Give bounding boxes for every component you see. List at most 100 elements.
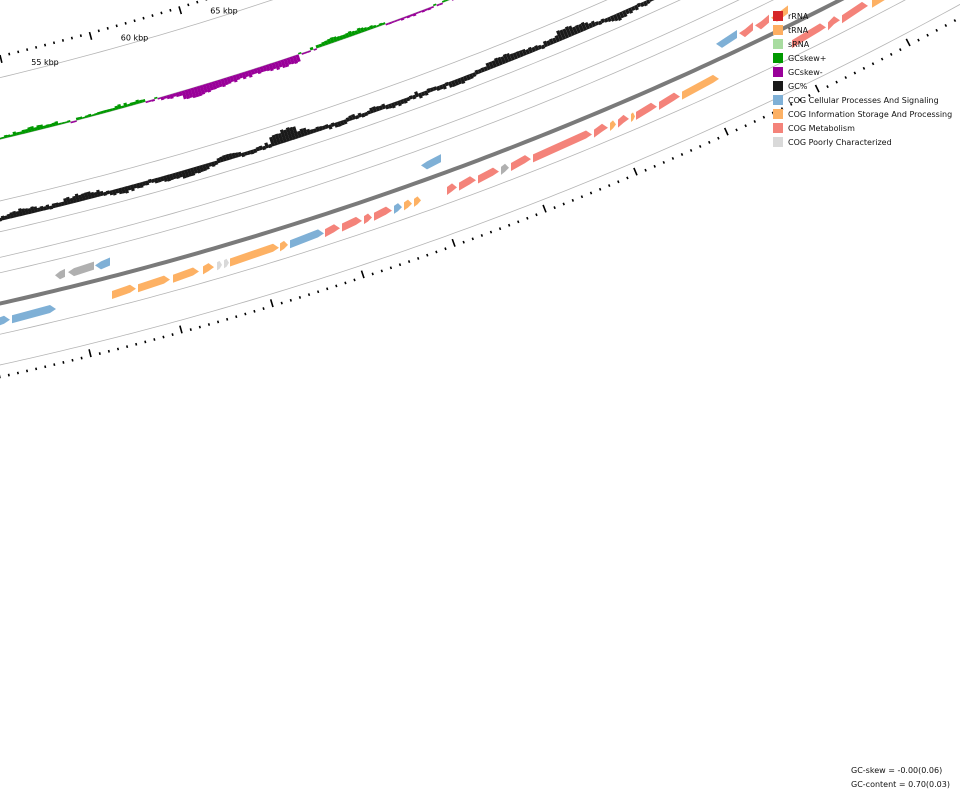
gc-skew-negative-bar [388,21,393,25]
track-line [0,3,960,366]
gc-skew-negative-bar [436,3,441,7]
ruler-tick [17,50,20,54]
gc-skew-positive-bar [105,109,110,113]
ruler-tick [80,356,83,360]
gc-content-bar [163,175,168,182]
cog-feature-arrow [364,213,372,225]
gc-content-bar [18,208,23,217]
gc-skew-negative-bar [391,20,396,24]
gc-skew-negative-bar [151,99,156,102]
gc-content-bar [572,26,579,35]
ruler-tick [723,127,729,136]
ruler-tick [205,0,208,1]
gc-skew-positive-bar [363,27,368,32]
ruler-tick [151,14,154,17]
cog-feature-arrow [682,74,719,100]
gc-content-bar [564,26,573,38]
ruler-tick [198,325,201,329]
gc-skew-positive-bar [36,124,41,131]
ruler-tick [644,168,647,172]
gc-content-bar [480,67,486,73]
gc-content-bar [324,124,329,130]
gc-skew-positive-bar [99,110,104,115]
ruler-tick [16,371,19,375]
ruler-tick [489,230,493,234]
cog-feature-arrow [594,123,608,138]
ruler-tick [798,98,802,102]
ruler-tick [335,284,338,288]
gc-content-bar [474,69,480,75]
cog-feature-arrow [374,206,392,221]
gc-skew-positive-bar [96,111,101,115]
gc-skew-positive-bar [138,99,143,104]
ruler-tick [0,54,3,63]
gc-content-bar [562,28,570,39]
gc-content-bar [90,191,95,199]
gc-skew-track [0,0,455,140]
gc-content-bar [500,56,507,65]
ruler-tick [926,33,929,37]
gc-content-bar [378,105,384,111]
gc-skew-positive-bar [441,0,446,3]
ruler-tick [8,52,11,56]
gc-content-bar [552,37,558,44]
ruler-tick [708,140,711,144]
ruler-tick [953,19,957,23]
backbone-arc [0,0,845,306]
gc-content-bar [145,180,150,186]
gc-skew-positive-bar [114,105,119,110]
ruler-tick [124,21,127,25]
gc-content-bar [574,24,582,34]
gc-skew-negative-bar [166,94,171,100]
gc-skew-negative-bar [271,62,277,70]
gc-skew-negative-bar [256,67,262,75]
legend-label: rRNA [788,11,809,21]
track-line [0,0,274,79]
gc-skew-negative-bar [409,14,414,17]
ruler-tick [269,299,274,308]
cog-feature-track [0,0,885,326]
ruler-tick [126,345,129,349]
gc-content-bar [459,76,466,85]
gc-skew-positive-bar [342,34,347,40]
gc-skew-negative-bar [160,96,165,101]
gc-skew-positive-bar [93,112,98,116]
gc-skew-positive-bar [75,117,80,121]
cog-feature-arrow [394,203,402,214]
gc-content-bar [250,149,255,155]
gc-skew-negative-bar [220,78,226,88]
gc-content-bar [172,172,177,180]
gc-skew-positive-bar [135,99,140,105]
gc-skew-negative-bar [253,68,259,74]
legend-label: COG Metabolism [788,123,855,133]
gc-content-bar [49,205,54,210]
gc-skew-positive-bar [6,134,11,138]
gc-skew-negative-bar [193,86,200,98]
gc-content-bar [334,122,339,128]
ruler-tick [680,153,684,156]
gc-content-bar [369,107,375,114]
ruler-tick [671,157,675,160]
track-line [0,0,681,233]
gc-content-bar [399,99,405,105]
gc-content-bar [390,102,396,109]
ruler-tick [471,237,474,241]
legend-item: rRNA [773,9,952,23]
ruler-tick [753,120,757,123]
gc-content-bar [51,203,56,209]
cog-feature-arrow [659,92,680,110]
gc-skew-negative-bar [400,17,405,21]
gc-skew-positive-bar [51,122,56,127]
gc-content-bar [615,12,622,21]
gc-content-bar [127,185,132,191]
gc-content-bar [93,191,98,198]
gc-skew-negative-bar [202,84,208,93]
gc-skew-negative-bar [172,92,177,97]
ruler-tick [70,36,74,40]
ruler-tick [598,187,602,191]
ruler-tick [189,328,192,332]
gc-content-bar [590,20,597,28]
ruler-tick [426,253,429,257]
ruler-tick [762,115,766,119]
